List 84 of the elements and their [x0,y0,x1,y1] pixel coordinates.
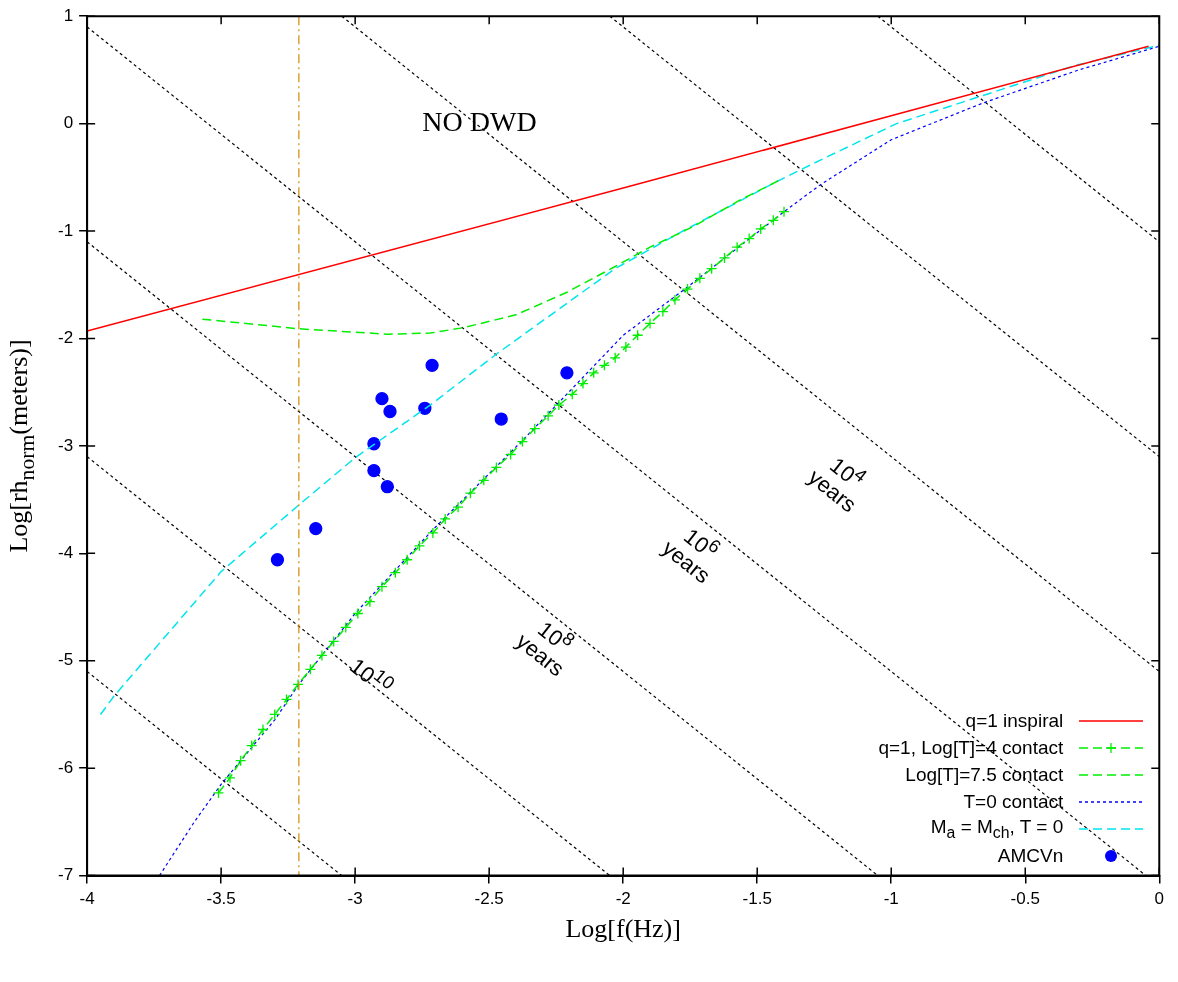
y-tick-label: -1 [57,220,74,240]
point [609,352,621,364]
point [644,317,656,330]
point [235,755,247,767]
y-tick-label: 0 [63,113,74,133]
x-tick-label: -4 [79,889,95,909]
point [246,739,258,752]
legend-label: M$_{a}$ = M$_{ch}$, T = 0 [930,816,1064,842]
point [413,540,426,552]
x-tick-label: -3.5 [206,889,236,909]
point [694,272,706,284]
legend-label: Log[T]=7.5 contact [905,764,1064,787]
point [316,649,328,662]
x-tick-label: -0.5 [1010,889,1040,909]
point [620,341,632,353]
x-tick-label: 0 [1154,889,1165,909]
point [598,359,611,371]
point [380,480,394,494]
point [669,294,681,306]
y-tick-label: -3 [57,435,74,455]
legend-label: AMCVn [997,845,1064,868]
point [383,404,397,419]
y-tick-label: -7 [57,865,74,885]
point [529,423,541,435]
point [504,448,517,461]
annotation: NO DWD [422,106,537,138]
point [352,607,364,620]
point [560,366,574,380]
point [224,772,236,784]
line-series [201,179,780,335]
point [553,399,565,411]
point [767,214,779,226]
y-tick-label: -6 [57,757,74,777]
point [427,527,439,539]
y-tick-label: -5 [57,650,74,670]
point [212,787,225,799]
legend-label: q=1 inspiral [965,710,1064,733]
point [632,329,644,341]
x-axis-title: Log[f(Hz)] [564,913,682,944]
point [588,367,600,379]
legend-label: q=1, Log[T]=4 contact [878,737,1064,760]
point [743,232,755,245]
point [367,463,381,478]
point [452,501,464,513]
point [304,663,317,675]
point [328,635,340,648]
point [389,567,402,579]
point [375,391,389,406]
point [718,252,731,264]
y-tick-label: -4 [57,543,74,563]
point [269,708,281,721]
point [439,513,451,525]
point [309,521,323,536]
point [478,474,490,486]
point [376,580,388,593]
x-tick-label: -1.5 [742,889,772,909]
point [755,223,767,235]
x-tick-label: -1 [883,889,899,909]
point [577,377,589,390]
point [270,553,285,567]
point [566,388,578,400]
point [292,678,304,691]
point [490,461,503,474]
point [464,487,477,499]
point [340,621,352,634]
x-tick-label: -2 [615,889,631,909]
point [706,263,718,275]
point [280,693,293,706]
point [494,412,508,426]
point [401,554,413,566]
point [364,596,376,608]
y-tick-label: 1 [63,5,74,25]
point [542,410,554,422]
y-tick-label: -2 [57,328,74,348]
point [657,305,669,318]
point [778,206,790,218]
x-tick-label: -3 [347,889,363,909]
point [425,358,439,372]
point [257,723,269,736]
point [731,241,743,253]
x-tick-label: -2.5 [474,889,504,909]
legend-label: T=0 contact [963,791,1064,814]
point [516,435,529,448]
point [681,283,694,295]
